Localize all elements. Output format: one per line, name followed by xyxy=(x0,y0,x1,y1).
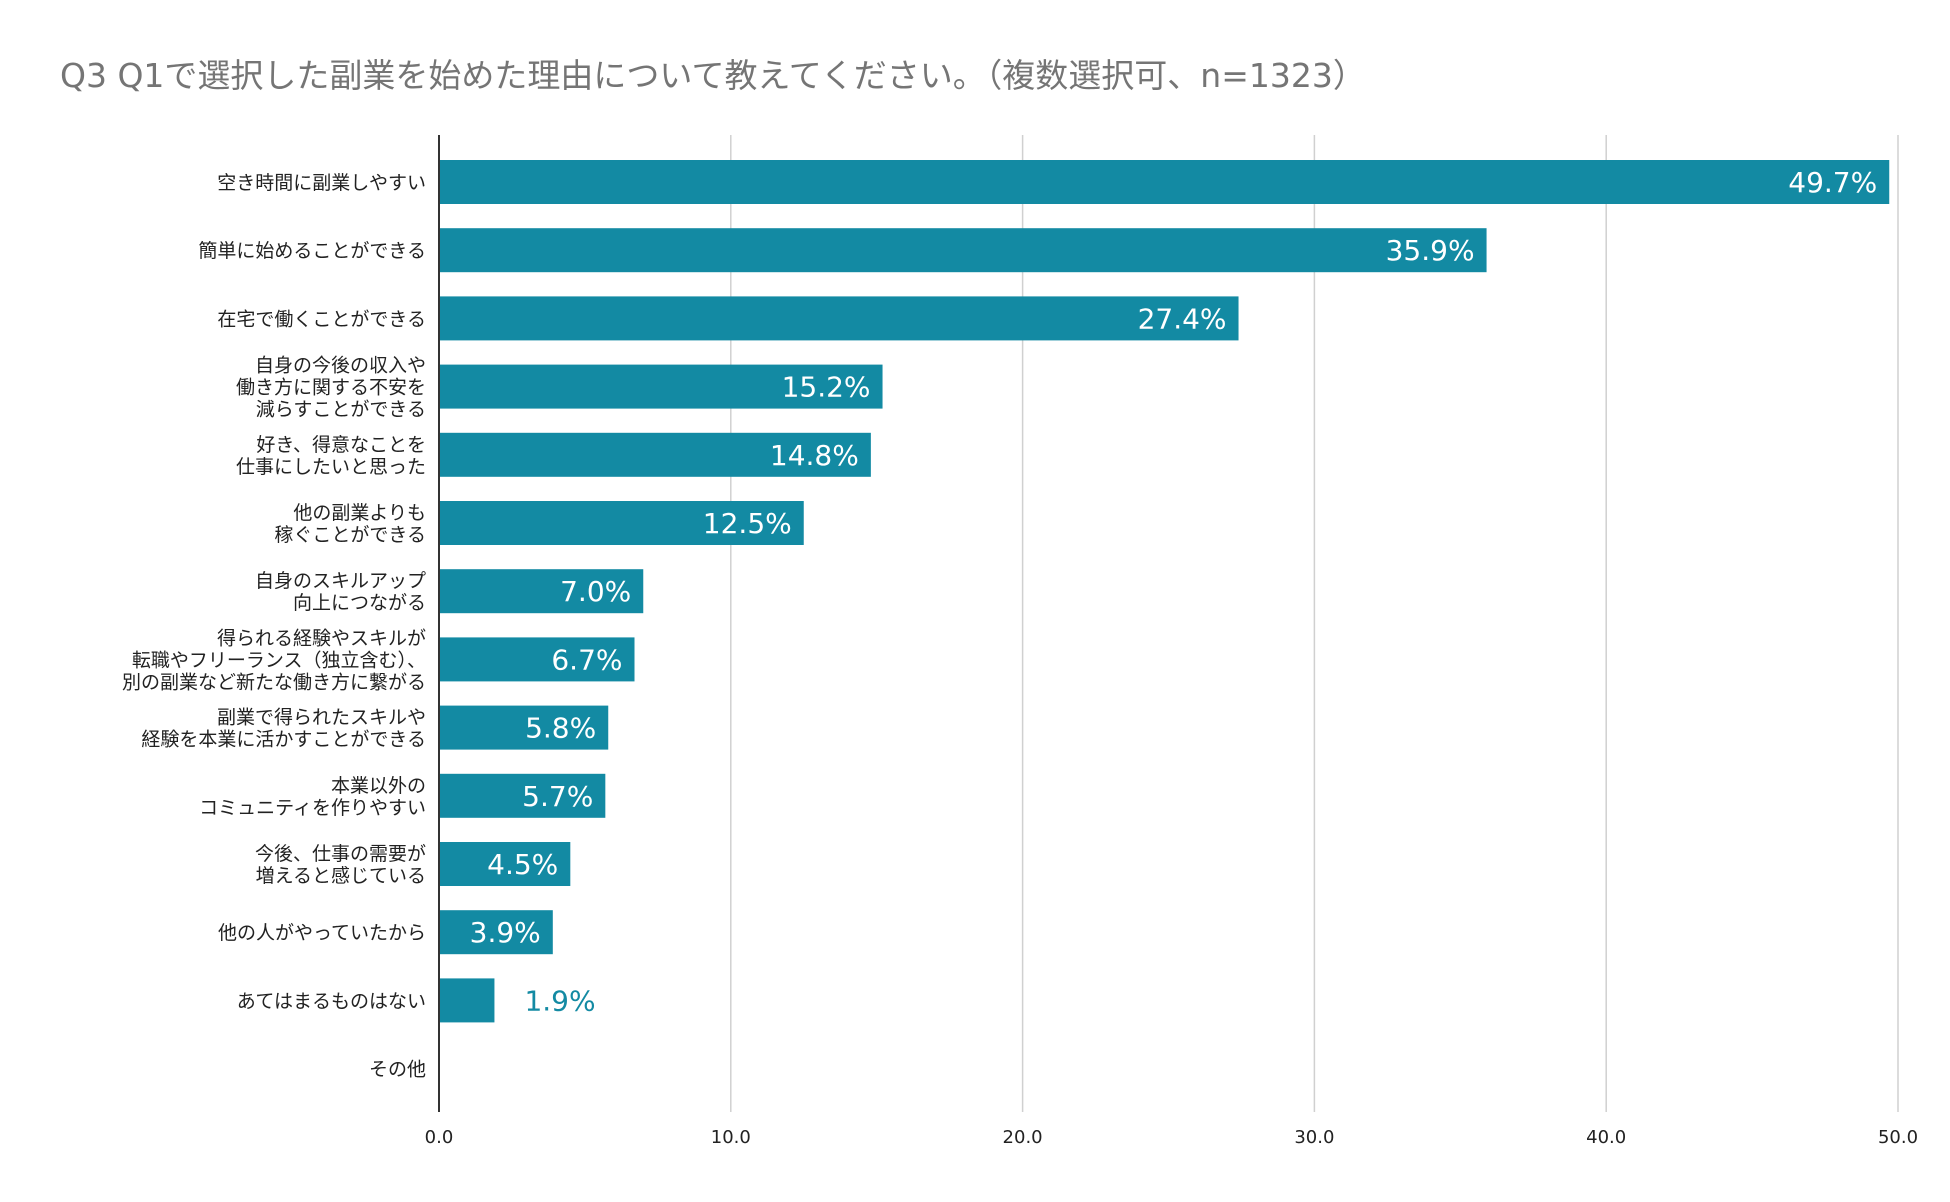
category-label: 副業で得られたスキルや xyxy=(217,707,426,729)
bar xyxy=(439,978,495,1023)
category-label: 経験を本業に活かすことができる xyxy=(141,729,426,751)
data-label: 7.0% xyxy=(560,575,631,608)
category-label: その他 xyxy=(369,1059,426,1081)
category-label: 働き方に関する不安を xyxy=(236,377,426,399)
category-label: 在宅で働くことができる xyxy=(217,308,426,330)
category-label: 好き、得意なことを xyxy=(256,434,426,456)
data-label: 3.9% xyxy=(470,916,541,949)
data-label: 14.8% xyxy=(770,439,859,472)
category-labels: 空き時間に副業しやすい簡単に始めることができる在宅で働くことができる自身の今後の… xyxy=(122,172,426,1081)
tick-label: 0.0 xyxy=(425,1127,454,1148)
category-label: 空き時間に副業しやすい xyxy=(217,172,426,194)
category-label: コミュニティを作りやすい xyxy=(199,797,426,819)
category-label: 稼ぐことができる xyxy=(274,524,426,546)
bar xyxy=(439,705,609,750)
bar xyxy=(439,364,883,409)
chart-title: Q3 Q1で選択した副業を始めた理由について教えてください。（複数選択可、n=1… xyxy=(60,56,1366,95)
category-label: 得られる経験やスキルが xyxy=(217,627,426,649)
bar xyxy=(439,501,804,545)
category-label: 転職やフリーランス（独立含む）、 xyxy=(132,649,426,671)
category-label: 減らすことができる xyxy=(256,399,426,421)
bar xyxy=(439,160,1890,204)
category-label: 本業以外の xyxy=(331,775,426,797)
data-label: 4.5% xyxy=(487,848,558,881)
data-label: 5.7% xyxy=(522,780,593,813)
category-label: 仕事にしたいと思った xyxy=(236,456,426,478)
bar xyxy=(439,569,644,614)
data-label: 35.9% xyxy=(1386,234,1475,267)
bars: 49.7% 35.9% 27.4% 15.2% 14.8% 12.5% 7.0% 6.7% 5.… xyxy=(439,160,1890,1023)
bar xyxy=(439,842,571,886)
category-label: 増えると感じている xyxy=(256,865,426,887)
data-label: 12.5% xyxy=(703,507,792,540)
tick-label: 30.0 xyxy=(1294,1127,1334,1148)
data-label: 49.7% xyxy=(1788,166,1877,199)
category-label: 簡単に始めることができる xyxy=(198,240,426,262)
gridlines xyxy=(730,135,1899,1112)
category-label: 今後、仕事の需要が xyxy=(255,843,426,865)
tick-label: 20.0 xyxy=(1003,1127,1043,1148)
bar xyxy=(439,432,871,477)
data-label: 1.9% xyxy=(524,984,595,1017)
tick-labels: 0.0 10.0 20.0 30.0 40.0 50.0 xyxy=(425,1127,1918,1148)
tick-label: 10.0 xyxy=(711,1127,751,1148)
tick-label: 50.0 xyxy=(1878,1127,1918,1148)
category-label: あてはまるものはない xyxy=(237,990,426,1012)
category-label: 他の副業よりも xyxy=(293,502,426,524)
bar xyxy=(439,637,635,682)
data-label: 15.2% xyxy=(782,371,871,404)
category-label: 自身のスキルアップ xyxy=(255,570,426,592)
bar xyxy=(439,773,606,818)
tick-label: 40.0 xyxy=(1586,1127,1626,1148)
category-label: 向上につながる xyxy=(293,592,426,614)
category-label: 自身の今後の収入や xyxy=(255,355,426,377)
bar xyxy=(439,910,553,955)
category-label: 他の人がやっていたから xyxy=(218,922,426,944)
category-label: 別の副業など新たな働き方に繋がる xyxy=(122,671,426,693)
bar xyxy=(439,228,1487,273)
bar xyxy=(439,296,1239,341)
data-label: 27.4% xyxy=(1138,302,1227,335)
data-label: 5.8% xyxy=(525,712,596,745)
data-label: 6.7% xyxy=(551,643,622,676)
